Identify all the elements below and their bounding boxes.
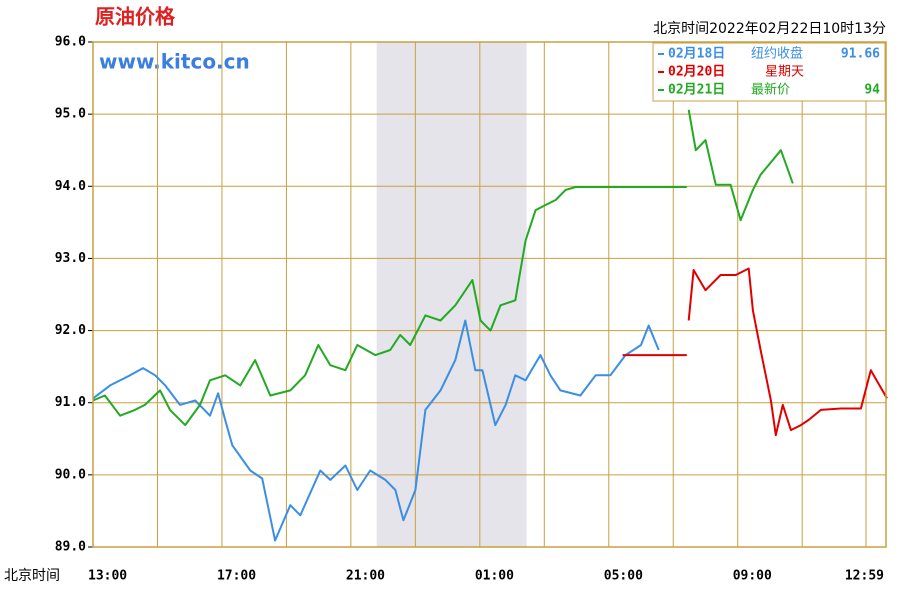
legend-value: 94 <box>864 83 880 98</box>
series-line <box>92 109 794 427</box>
x-tick-label: 01:00 <box>475 569 514 584</box>
legend-value: 91.66 <box>841 47 880 62</box>
x-tick-label: 12:59 <box>845 569 884 584</box>
x-tick-label: 09:00 <box>733 569 772 584</box>
legend-note: 最新价 <box>751 82 790 98</box>
legend-box <box>652 42 886 102</box>
x-axis-label: 北京时间 <box>4 568 60 584</box>
legend-note: 星期天 <box>765 65 804 80</box>
plot-border <box>92 41 887 548</box>
y-tick-label: 91.0 <box>55 395 86 410</box>
legend: 02月18日 纽约收盘 91.66 02月20日 星期天 02月21日 最新价 94 <box>652 42 886 102</box>
x-tick-label: 13:00 <box>88 569 127 584</box>
y-tick-label: 89.0 <box>55 540 86 555</box>
y-tick-label: 90.0 <box>55 467 86 482</box>
series-line <box>622 267 888 437</box>
x-tick-label: 17:00 <box>217 569 256 584</box>
y-tick-label: 95.0 <box>55 107 86 122</box>
y-tick-label: 92.0 <box>55 323 86 338</box>
y-tick-label: 93.0 <box>55 251 86 266</box>
x-tick-label: 05:00 <box>604 569 643 584</box>
series-line <box>92 319 660 542</box>
legend-note: 纽约收盘 <box>751 46 803 62</box>
legend-label: 02月18日 <box>668 47 725 62</box>
timestamp: 北京时间2022年02月22日10时13分 <box>653 21 886 37</box>
legend-label: 02月21日 <box>668 83 725 98</box>
y-tick-label: 96.0 <box>55 35 86 50</box>
y-tick-label: 94.0 <box>55 179 86 194</box>
x-tick-label: 21:00 <box>346 569 385 584</box>
shaded-band <box>376 42 527 547</box>
watermark: www.kitco.cn <box>99 50 250 74</box>
legend-label: 02月20日 <box>668 65 725 80</box>
chart-title: 原油价格 <box>95 5 176 29</box>
